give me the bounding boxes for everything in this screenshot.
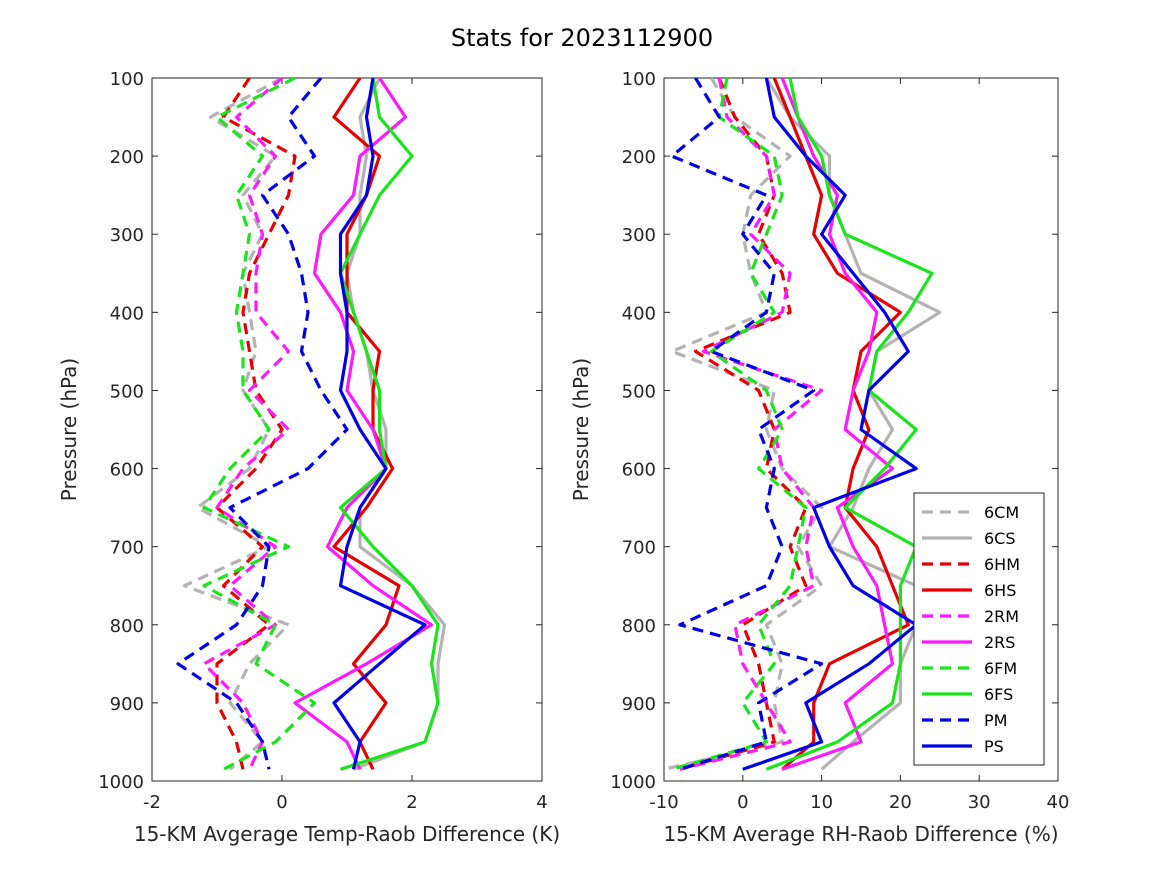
y-tick-label: 600 [622,460,656,481]
series-line-2rs [293,78,434,770]
series-group [664,78,942,771]
series-line-6cs [345,78,447,771]
y-tick-label: 600 [110,460,144,481]
series-line-6fs [765,78,934,771]
x-tick-label: 10 [810,792,833,813]
series-line-ps [332,78,427,770]
series-line-pm [670,78,824,771]
series-line-6hs [772,78,910,771]
legend-label-6hs: 6HS [984,581,1016,600]
legend-label-6cs: 6CS [984,529,1016,548]
series-line-6cm [664,78,824,771]
series-line-6fs [338,78,440,771]
y-tick-label: 500 [622,381,656,402]
y-tick-label: 900 [622,694,656,715]
y-axis-label: Pressure (hPa) [57,358,81,501]
legend-label-6fs: 6FS [984,685,1013,704]
legend: 6CM 6CS 6HM 6HS 2RM 2RS 6FM 6FS PM PS [913,492,1045,766]
y-tick-label: 100 [622,69,656,90]
series-line-6hm [215,78,297,770]
series-line-pm [176,78,349,770]
x-tick-label: -10 [649,792,678,813]
x-tick-label: 40 [1047,792,1070,813]
y-tick-label: 700 [110,538,144,559]
y-tick-label: 200 [110,147,144,168]
x-tick-label: 0 [737,792,748,813]
rh-difference-chart: -10 0 10 20 30 40 100 200 300 400 500 600 700 800 900 1… [569,69,1069,846]
series-group [176,78,447,771]
y-tick-label: 1000 [98,772,144,793]
y-tick-label: 400 [110,303,144,324]
x-tick-label: 0 [276,792,287,813]
series-line-ps [742,78,918,771]
y-tick-label: 900 [110,694,144,715]
axes-box [663,77,1059,782]
temp-difference-chart: -2 0 2 4 100 200 300 400 500 600 700 800 900 1000 15-K… [57,69,560,846]
legend-label-6hm: 6HM [984,555,1020,574]
y-tick-label: 300 [622,225,656,246]
series-line-2rs [780,78,895,771]
legend-label-2rs: 2RS [984,633,1015,652]
x-tick-label: 2 [406,792,417,813]
y-tick-label: 700 [622,538,656,559]
y-tick-label: 200 [622,147,656,168]
legend-label-ps: PS [984,737,1004,756]
y-tick-label: 100 [110,69,144,90]
legend-label-pm: PM [984,711,1007,730]
x-axis-label: 15-KM Avgerage Temp-Raob Difference (K) [134,822,560,846]
x-tick-label: 4 [536,792,547,813]
y-tick-label: 400 [622,303,656,324]
y-tick-label: 800 [110,616,144,637]
series-line-6fm [671,78,808,771]
y-tick-label: 500 [110,381,144,402]
x-tick-label: 30 [968,792,991,813]
legend-box [913,492,1045,766]
x-tick-label: -2 [143,792,161,813]
axes-box [151,77,543,782]
x-tick-label: 20 [889,792,912,813]
series-line-2rm [679,78,824,771]
legend-label-6cm: 6CM [984,503,1019,522]
x-axis-label: 15-KM Average RH-Raob Difference (%) [663,822,1058,846]
figure-title: Stats for 2023112900 [451,24,713,52]
y-tick-label: 800 [622,616,656,637]
legend-label-6fm: 6FM [984,659,1017,678]
series-line-6cm [182,78,291,771]
series-line-6fm [202,78,317,771]
y-axis-label: Pressure (hPa) [569,358,593,501]
series-line-2rm [202,78,291,770]
legend-label-2rm: 2RM [984,607,1019,626]
y-tick-label: 300 [110,225,144,246]
y-tick-label: 1000 [610,772,656,793]
